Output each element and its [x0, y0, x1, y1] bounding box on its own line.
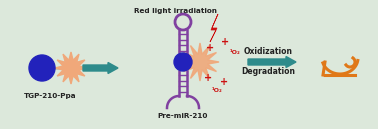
Text: ¹O₂: ¹O₂	[229, 50, 240, 54]
Text: +: +	[221, 37, 229, 47]
Polygon shape	[55, 52, 87, 84]
Text: Red light irradiation: Red light irradiation	[133, 8, 217, 14]
Text: TGP-210-Ppa: TGP-210-Ppa	[24, 93, 76, 99]
FancyArrow shape	[248, 57, 296, 67]
Polygon shape	[210, 14, 218, 42]
Text: Oxidization: Oxidization	[243, 47, 293, 57]
Text: ¹O₂: ¹O₂	[212, 87, 222, 92]
Text: +: +	[204, 73, 212, 83]
Text: Degradation: Degradation	[241, 67, 295, 76]
Circle shape	[174, 53, 192, 71]
Text: Pre-miR-210: Pre-miR-210	[158, 113, 208, 119]
Text: +: +	[220, 77, 228, 87]
Polygon shape	[181, 43, 219, 81]
Text: +: +	[206, 43, 214, 53]
FancyArrow shape	[83, 62, 118, 74]
Circle shape	[29, 55, 55, 81]
